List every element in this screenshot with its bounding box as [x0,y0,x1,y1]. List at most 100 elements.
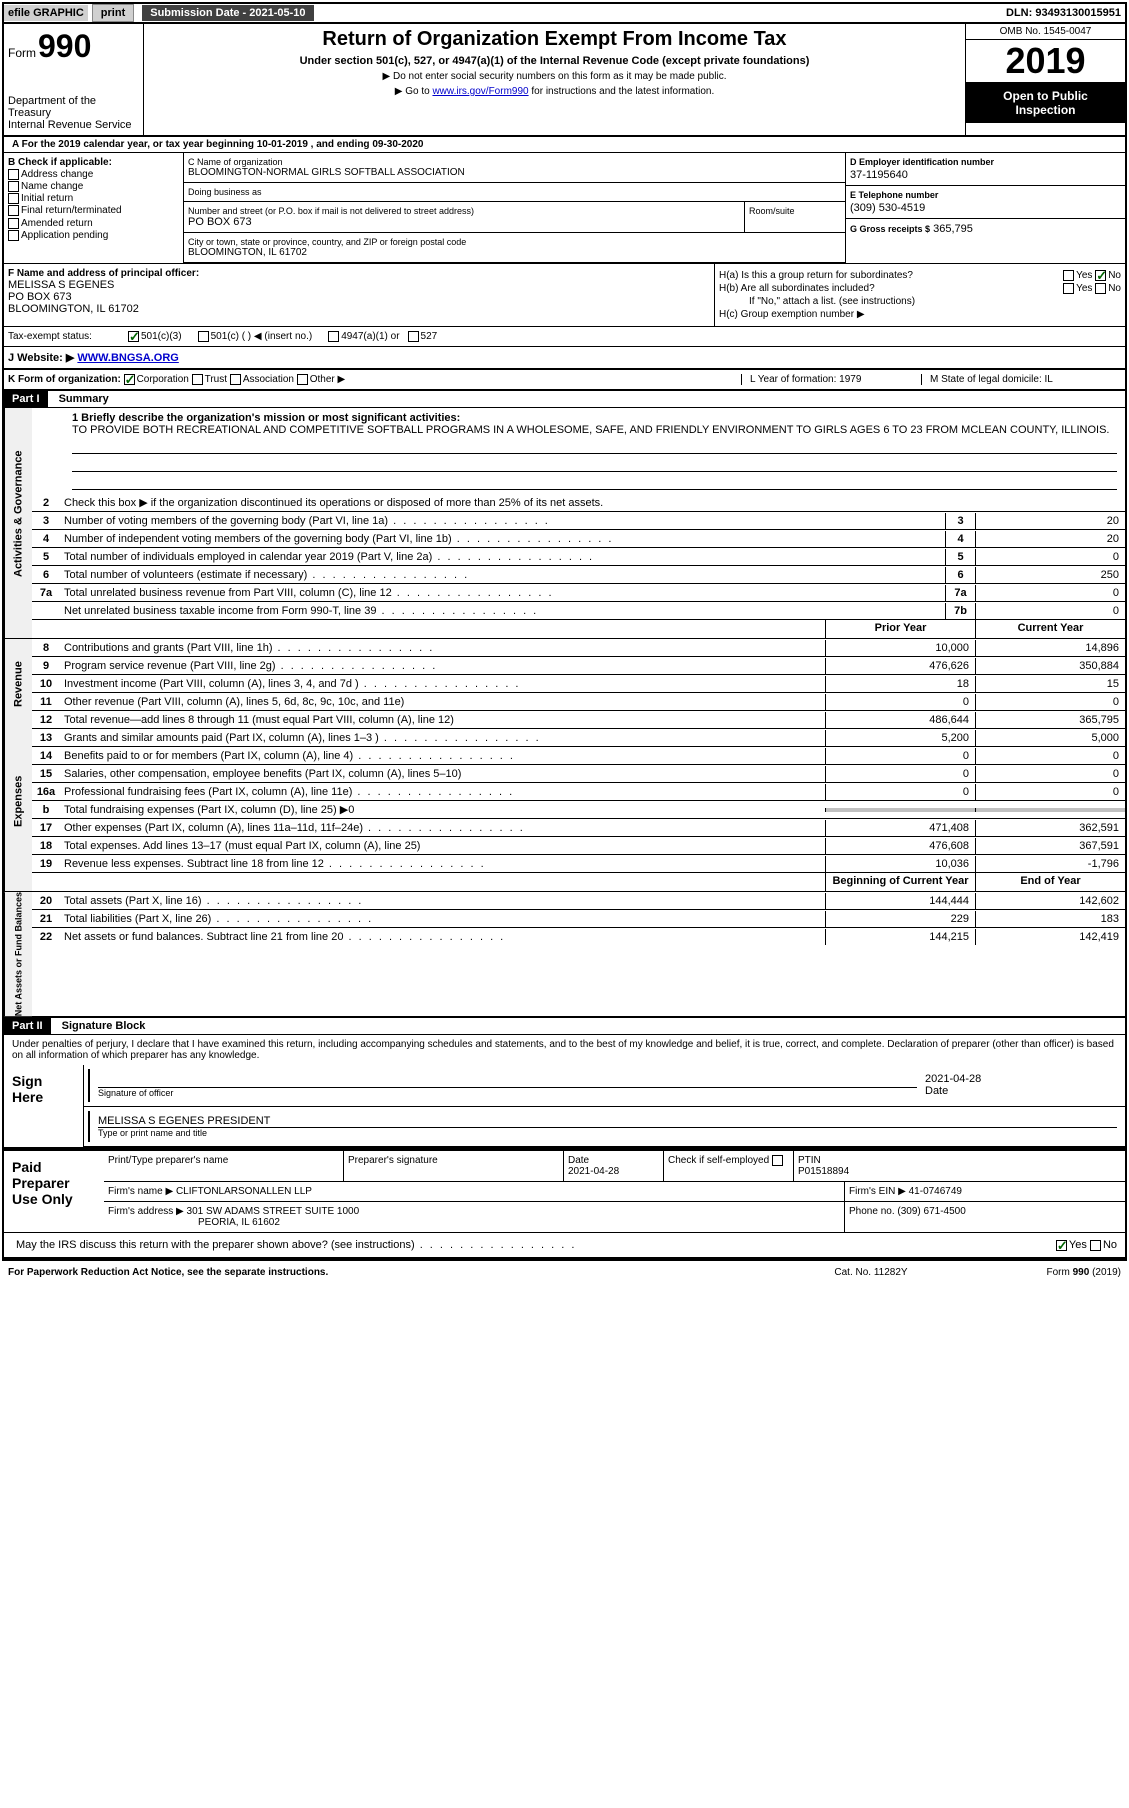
typed-name: MELISSA S EGENES PRESIDENT [98,1115,1117,1127]
line-6: 6 Total number of volunteers (estimate i… [32,566,1125,584]
info-grid: B Check if applicable: Address change Na… [4,153,1125,264]
line-5-value: 0 [975,549,1125,565]
ptin-label: PTIN [798,1155,1121,1166]
website-link[interactable]: WWW.BNGSA.ORG [77,352,178,364]
year-block: OMB No. 1545-0047 2019 Open to Public In… [965,24,1125,135]
firm-ein-label: Firm's EIN ▶ [849,1186,906,1197]
line-12: 12Total revenue—add lines 8 through 11 (… [32,711,1125,729]
self-employed-checkbox[interactable] [772,1155,783,1166]
line-14: 14Benefits paid to or for members (Part … [32,747,1125,765]
line-17: 17Other expenses (Part IX, column (A), l… [32,819,1125,837]
website-row: J Website: ▶ WWW.BNGSA.ORG [4,347,1125,370]
irs-link[interactable]: www.irs.gov/Form990 [432,86,528,97]
line-10: 10Investment income (Part VIII, column (… [32,675,1125,693]
perjury-text: Under penalties of perjury, I declare th… [4,1035,1125,1065]
line-16a: 16aProfessional fundraising fees (Part I… [32,783,1125,801]
self-employed-label: Check if self-employed [664,1151,794,1181]
governance-section: Activities & Governance 1 Briefly descri… [4,408,1125,620]
discuss-no-checkbox[interactable] [1090,1240,1101,1251]
form-word: Form [8,46,36,60]
city-box: City or town, state or province, country… [184,233,845,263]
trust-checkbox[interactable] [192,374,203,385]
hb-note: If "No," attach a list. (see instruction… [719,296,1121,307]
4947-checkbox[interactable] [328,331,339,342]
line-21: 21Total liabilities (Part X, line 26)229… [32,910,1125,928]
year-formation: L Year of formation: 1979 [741,374,921,385]
begin-end-header: Beginning of Current Year End of Year [4,873,1125,892]
part1-badge: Part I [4,391,48,407]
app-pending-checkbox[interactable] [8,230,19,241]
open-public-badge: Open to Public Inspection [966,83,1125,123]
ha-no-checkbox[interactable] [1095,270,1106,281]
tel-value: (309) 530-4519 [850,202,1121,214]
fgh-row: F Name and address of principal officer:… [4,264,1125,327]
submission-date: Submission Date - 2021-05-10 [142,5,313,21]
org-name: BLOOMINGTON-NORMAL GIRLS SOFTBALL ASSOCI… [188,167,841,178]
title-block: Return of Organization Exempt From Incom… [144,24,965,135]
part1-title: Summary [51,393,109,405]
line-3: 3 Number of voting members of the govern… [32,512,1125,530]
preparer-row-2: Firm's name ▶ CLIFTONLARSONALLEN LLP Fir… [104,1182,1125,1202]
part2-header-row: Part II Signature Block [4,1018,1125,1035]
header-bar: efile GRAPHIC print Submission Date - 20… [4,4,1125,24]
gross-value: 365,795 [933,223,973,235]
tel-label: E Telephone number [850,190,1121,200]
city-label: City or town, state or province, country… [188,237,841,247]
part2-badge: Part II [4,1018,51,1034]
city-value: BLOOMINGTON, IL 61702 [188,247,841,258]
prep-date-value: 2021-04-28 [568,1166,659,1177]
part1-header-row: Part I Summary [4,391,1125,408]
begin-year-header: Beginning of Current Year [825,873,975,891]
net-assets-section: Net Assets or Fund Balances 20Total asse… [4,892,1125,1018]
mission-blank-1 [72,438,1117,454]
line-7b-value: 0 [975,603,1125,619]
discuss-yes-checkbox[interactable] [1056,1240,1067,1251]
line-19: 19Revenue less expenses. Subtract line 1… [32,855,1125,873]
officer-box: F Name and address of principal officer:… [4,264,715,326]
firm-name-value: CLIFTONLARSONALLEN LLP [176,1186,312,1197]
paid-preparer-label: Paid Preparer Use Only [4,1151,104,1232]
sig-date-value: 2021-04-28 [925,1073,1117,1085]
mission-blank-2 [72,456,1117,472]
527-checkbox[interactable] [408,331,419,342]
501c3-checkbox[interactable] [128,331,139,342]
discuss-row: May the IRS discuss this return with the… [4,1232,1125,1259]
mission-blank-3 [72,474,1117,490]
amended-checkbox[interactable] [8,218,19,229]
ha-yes-checkbox[interactable] [1063,270,1074,281]
officer-name: MELISSA S EGENES [8,279,710,291]
prep-name-label: Print/Type preparer's name [104,1151,344,1181]
addr-change-checkbox[interactable] [8,169,19,180]
form-id-block: Form 990 Department of the Treasury Inte… [4,24,144,135]
other-checkbox[interactable] [297,374,308,385]
klm-row: K Form of organization: Corporation Trus… [4,370,1125,391]
prior-year-header: Prior Year [825,620,975,638]
line-6-value: 250 [975,567,1125,583]
initial-return-checkbox[interactable] [8,193,19,204]
irs-label: Internal Revenue Service [8,119,139,131]
corp-checkbox[interactable] [124,374,135,385]
line-18: 18Total expenses. Add lines 13–17 (must … [32,837,1125,855]
instruction-2: ▶ Go to www.irs.gov/Form990 for instruct… [148,86,961,97]
501c-checkbox[interactable] [198,331,209,342]
firm-name-label: Firm's name ▶ [108,1186,173,1197]
ha-label: H(a) Is this a group return for subordin… [719,270,913,281]
hb-no-checkbox[interactable] [1095,283,1106,294]
org-name-box: C Name of organization BLOOMINGTON-NORMA… [184,153,845,183]
assoc-checkbox[interactable] [230,374,241,385]
final-return-checkbox[interactable] [8,205,19,216]
sig-date-label: Date [925,1085,1117,1097]
efile-label: efile GRAPHIC [4,5,88,21]
officer-sig-row: Signature of officer 2021-04-28 Date [84,1065,1125,1107]
street-value: PO BOX 673 [188,216,740,228]
line-13: 13Grants and similar amounts paid (Part … [32,729,1125,747]
revenue-section: Revenue 8Contributions and grants (Part … [4,639,1125,729]
footer-left: For Paperwork Reduction Act Notice, see … [8,1267,771,1278]
hb-yes-checkbox[interactable] [1063,283,1074,294]
name-change-checkbox[interactable] [8,181,19,192]
print-button[interactable]: print [92,4,134,22]
dba-box: Doing business as [184,183,845,202]
current-year-header: Current Year [975,620,1125,638]
street-label: Number and street (or P.O. box if mail i… [188,206,740,216]
org-name-label: C Name of organization [188,157,841,167]
